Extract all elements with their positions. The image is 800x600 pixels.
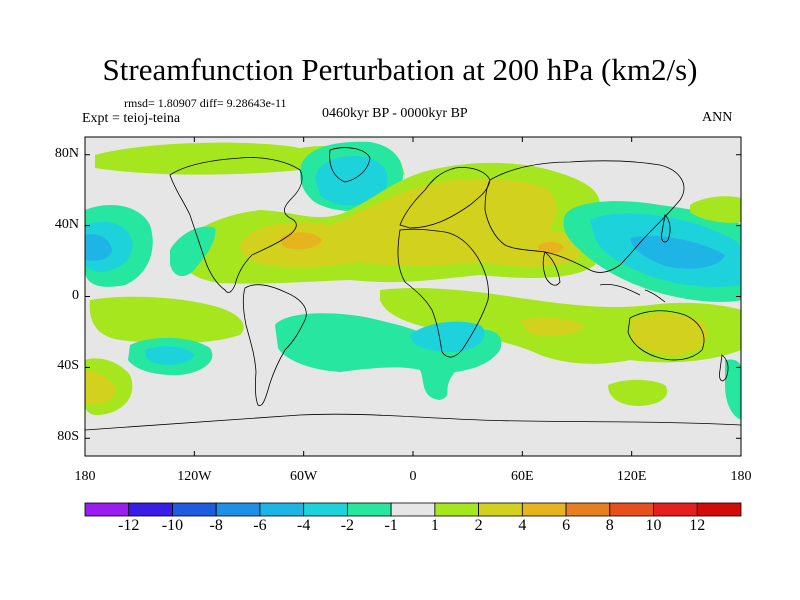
- anomaly-south-america-low: [275, 313, 502, 400]
- x-tick-label: 120W: [177, 469, 212, 484]
- map-ticks: [84, 137, 742, 456]
- colorbar-swatch: [84, 502, 130, 517]
- y-tick-label: 40S: [57, 358, 79, 374]
- anomaly-eastasia-core2: [630, 235, 725, 269]
- anomaly-se-pacific-core: [144, 346, 195, 365]
- anomaly-nh-belt-core-east: [538, 241, 564, 254]
- y-tick-label: 80S: [57, 429, 79, 445]
- anomaly-southern-ocean-high: [608, 379, 668, 406]
- colorbar-label: 1: [430, 517, 439, 534]
- colorbar-swatch: [172, 502, 217, 517]
- plot-title: Streamfunction Perturbation at 200 hPa (…: [102, 52, 698, 87]
- coastline-antarctica: [85, 413, 741, 431]
- anomaly-australia-high: [630, 313, 708, 356]
- colorbar-label: 12: [689, 517, 706, 534]
- x-tick-label: 120E: [616, 469, 647, 484]
- colorbar-swatch: [696, 502, 742, 517]
- coastline-africa: [397, 228, 489, 358]
- coastline-japan: [661, 214, 671, 243]
- colorbar-label: 6: [562, 517, 571, 534]
- colorbar-swatch: [128, 502, 173, 517]
- stats-text: rmsd= 1.80907 diff= 9.28643e-11: [124, 96, 287, 110]
- colorbar-label: 10: [645, 517, 662, 534]
- coastline-south-america: [242, 284, 307, 407]
- x-tick-label: 0: [409, 469, 417, 484]
- period-text: 0460kyr BP - 0000kyr BP: [322, 106, 468, 121]
- anomaly-subpolar-high-core: [85, 371, 116, 405]
- coastline-australia: [627, 310, 705, 361]
- colorbar-label: 4: [518, 517, 527, 534]
- anomaly-ne-corner: [690, 196, 741, 223]
- y-tick-label: 0: [72, 287, 79, 303]
- colorbar-label: -2: [340, 517, 355, 534]
- colorbar-label: -8: [209, 517, 223, 534]
- y-tick-label: 40N: [54, 216, 79, 232]
- season-text: ANN: [702, 110, 733, 125]
- colorbar-swatch: [565, 502, 611, 517]
- colorbar-label: -12: [118, 517, 140, 534]
- colorbar-label: 2: [474, 517, 483, 534]
- x-tick-label: 180: [730, 469, 752, 484]
- anomaly-central-pacific-blob: [170, 226, 216, 277]
- anomaly-nh-belt-core-west: [280, 232, 322, 250]
- coastline-india: [542, 251, 561, 286]
- x-tick-label: 60E: [511, 469, 534, 484]
- colorbar-swatch: [478, 502, 523, 517]
- x-tick-label: 180: [74, 469, 96, 484]
- anomaly-indian-high-inner: [520, 317, 585, 336]
- colorbar-swatch: [434, 502, 480, 517]
- colorbar-swatch: [215, 502, 261, 517]
- anomaly-nepacific-core2: [85, 234, 112, 261]
- colorbar-label: -4: [296, 517, 311, 534]
- colorbar-swatch: [653, 502, 698, 517]
- anomaly-tropical-east-pacific: [89, 296, 244, 344]
- coastline-greenland: [329, 147, 371, 183]
- coastline-asia: [484, 160, 685, 273]
- colorbar-label: -6: [253, 517, 267, 534]
- x-tick-label: 60W: [290, 469, 318, 484]
- colorbar-swatch: [390, 502, 436, 517]
- anomaly-greenland-core: [315, 156, 388, 206]
- colorbar: [84, 502, 742, 517]
- anomaly-nh-belt-inner: [240, 178, 580, 268]
- colorbar-swatch: [346, 502, 392, 517]
- coastline-north-america: [169, 157, 303, 293]
- anomaly-sw-pacific-edge: [725, 359, 741, 420]
- colorbar-swatch: [303, 502, 348, 517]
- colorbar-label: -1: [384, 517, 398, 534]
- colorbar-swatch: [609, 502, 654, 517]
- colorbar-swatch: [259, 502, 305, 517]
- colorbar-label: -10: [161, 517, 184, 534]
- y-tick-label: 80N: [54, 145, 79, 161]
- colorbar-swatch: [521, 502, 567, 517]
- anomaly-field: [85, 141, 741, 420]
- colorbar-label: 8: [605, 517, 614, 534]
- coastline-maritime: [599, 283, 666, 303]
- experiment-text: Expt = teioj-teina: [82, 111, 181, 126]
- coastline-new-zealand: [719, 354, 729, 382]
- coastlines: [85, 147, 741, 431]
